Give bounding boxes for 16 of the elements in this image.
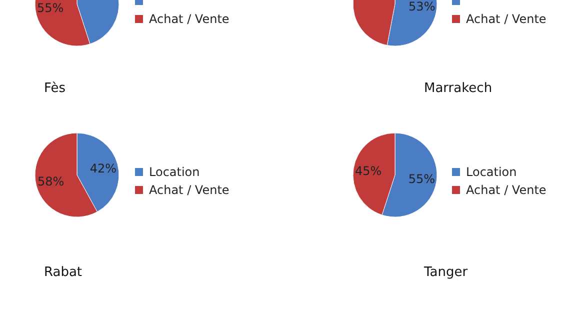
data-label: 53% — [408, 0, 436, 14]
chart-title: Fès — [44, 81, 66, 96]
data-label: 55% — [36, 1, 64, 16]
data-label: 42% — [90, 161, 116, 176]
chart-title: Marrakech — [424, 81, 492, 96]
legend-label: Location — [149, 165, 200, 179]
data-label: 55% — [408, 172, 436, 186]
text: Rabat — [44, 265, 82, 280]
legend-label: Achat / Vente — [466, 12, 546, 26]
text: Tanger — [423, 265, 468, 280]
data-label: 45% — [354, 164, 382, 178]
legend-label: Location — [466, 165, 517, 179]
legend-label: Achat / Vente — [149, 183, 230, 197]
data-label: 58% — [38, 174, 64, 189]
legend-label: Achat / Vente — [149, 12, 230, 26]
legend-label: Achat / Vente — [466, 183, 546, 197]
